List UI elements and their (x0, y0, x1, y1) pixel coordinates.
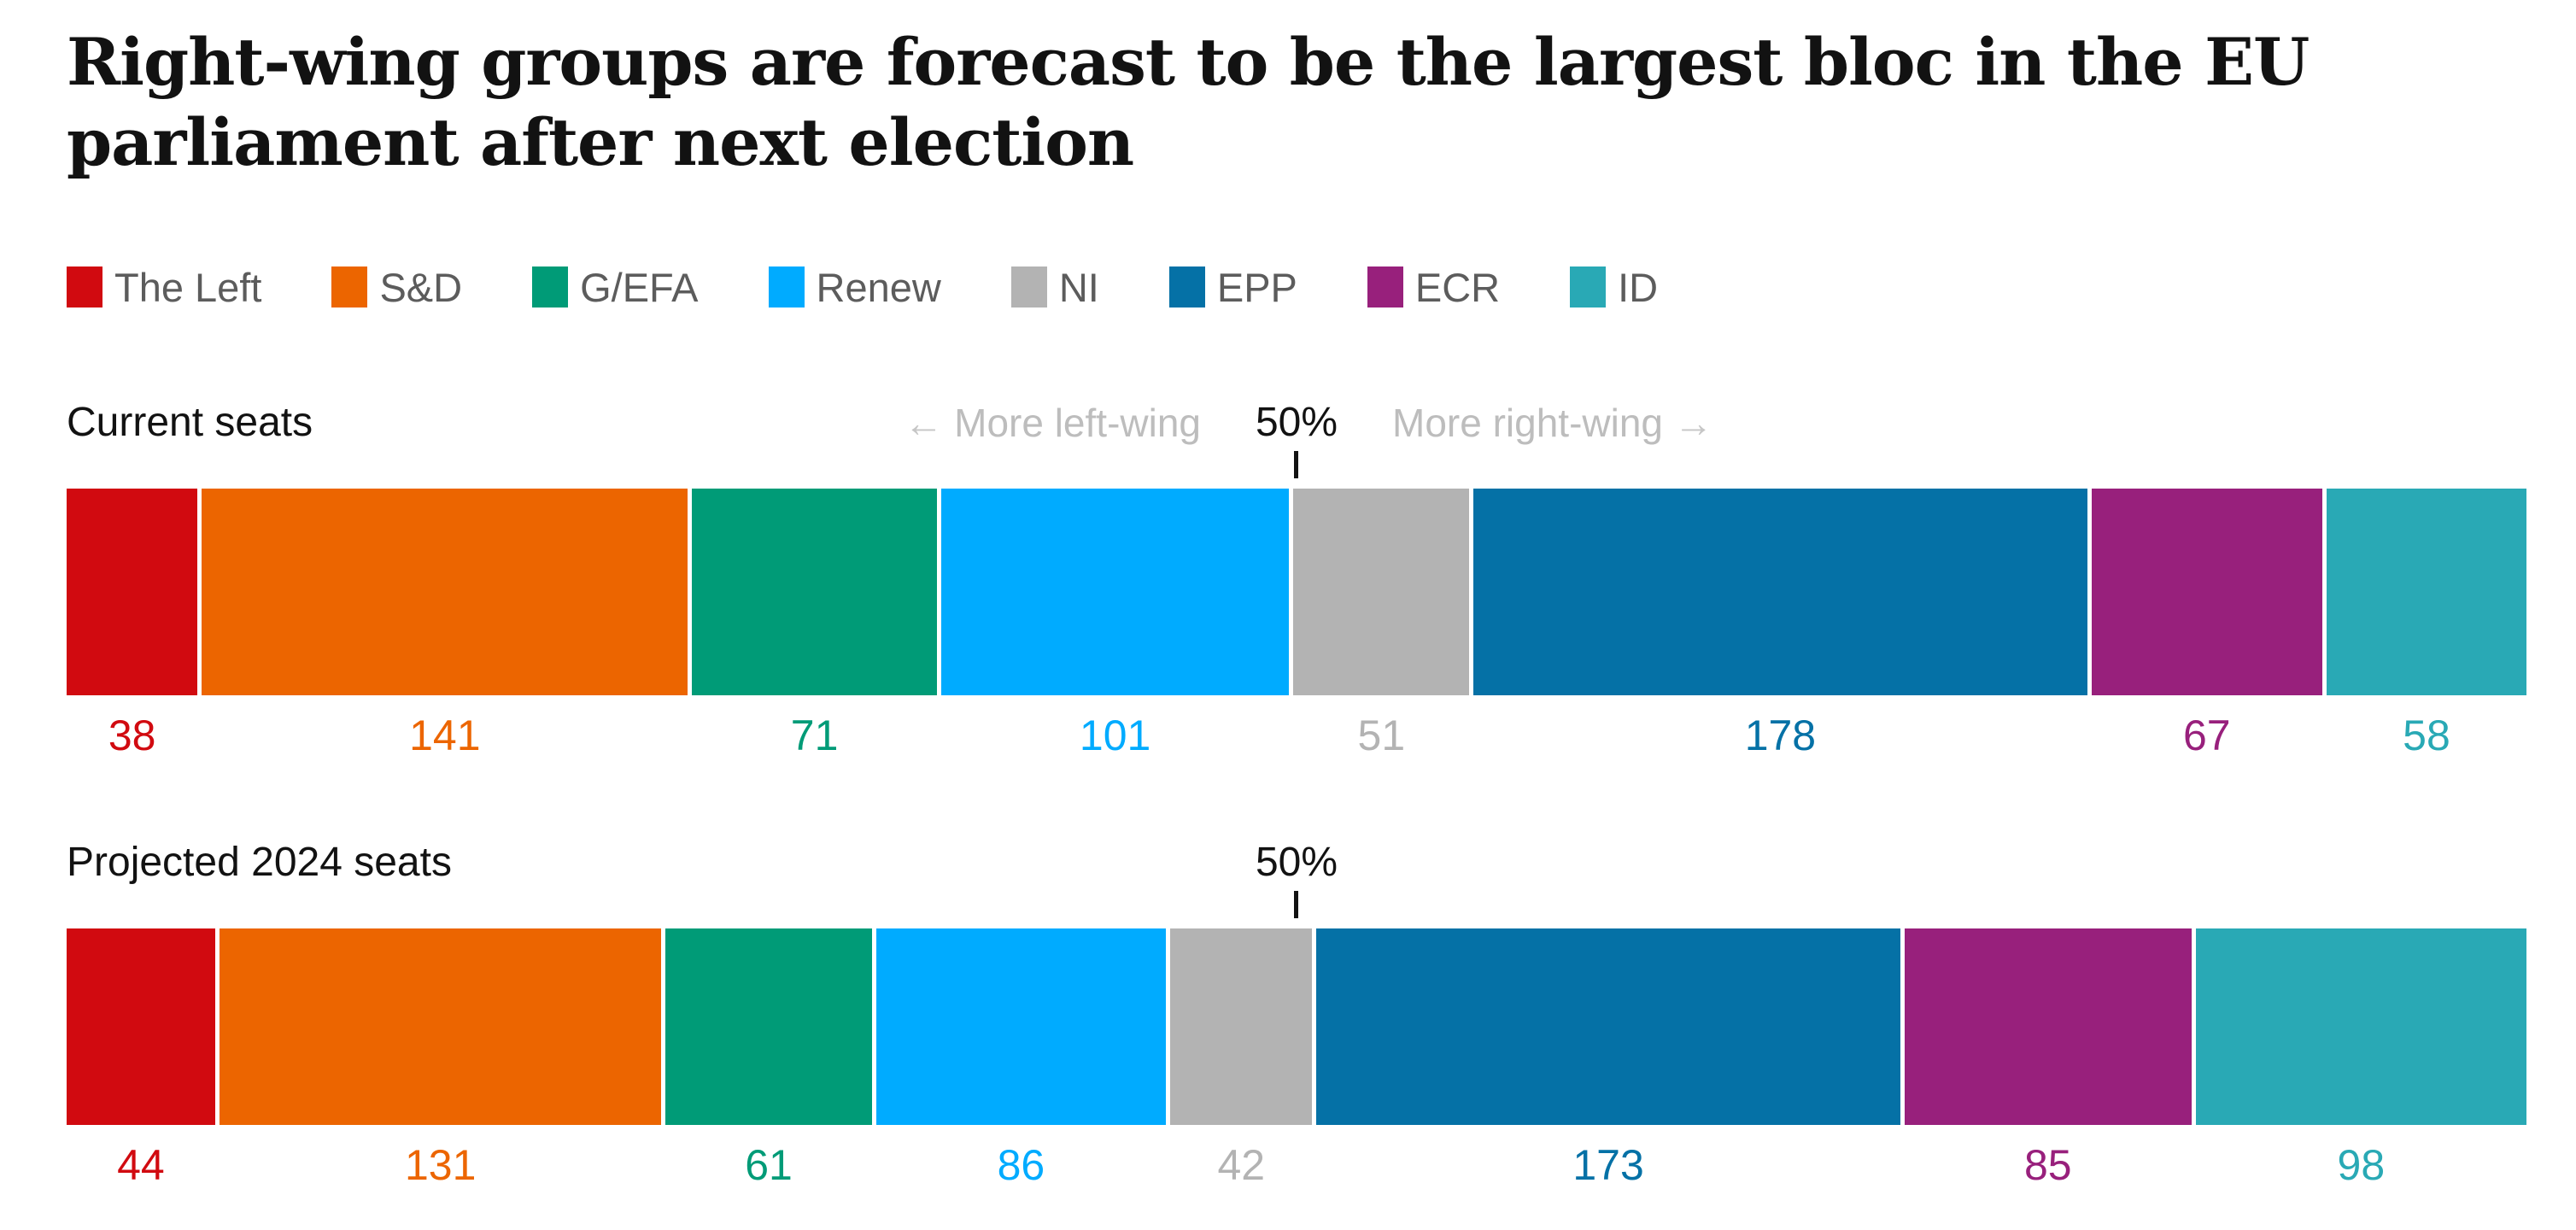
section-current-seats: Current seats ← More left-wing 50% More … (67, 398, 2526, 759)
annotation-more-left-wing: ← More left-wing (904, 398, 1201, 448)
section-label-current: Current seats (67, 400, 313, 445)
bar-segment-ecr (2091, 489, 2322, 695)
legend-swatch (768, 266, 805, 308)
legend-item-renew: Renew (768, 264, 941, 310)
value-label-g-efa: 61 (745, 1141, 793, 1189)
bar-segment-the-left (67, 928, 215, 1125)
legend-swatch (67, 266, 102, 308)
value-cell: 58 (2327, 712, 2526, 759)
values-row-projected: 44 131 61 86 42 173 85 98 (67, 1142, 2526, 1189)
value-label-id: 98 (2337, 1141, 2386, 1189)
bar-segment-id (2195, 928, 2526, 1125)
legend-label: Renew (816, 264, 941, 310)
value-label-g-efa: 71 (790, 712, 839, 759)
value-cell: 98 (2196, 1142, 2526, 1189)
value-cell: 44 (67, 1142, 215, 1189)
value-label-ecr: 67 (2182, 712, 2231, 759)
section-header: Current seats ← More left-wing 50% More … (67, 398, 2526, 448)
legend-label: S&D (379, 264, 463, 310)
value-cell: 131 (220, 1142, 662, 1189)
bar-segment-epp (1473, 489, 2087, 695)
bar-segment-ecr (1904, 928, 2192, 1125)
page-title-line1: Right-wing groups are forecast to be the… (67, 24, 2310, 100)
value-label-renew: 86 (997, 1141, 1045, 1189)
annotation-right-text: More right-wing (1392, 401, 1663, 445)
legend-swatch (331, 266, 368, 308)
page-title-line2: parliament after next election (67, 104, 1134, 180)
bar-segment-renew (940, 489, 1290, 695)
value-label-renew: 101 (1079, 712, 1151, 759)
values-row-current: 38 141 71 101 51 178 67 58 (67, 712, 2526, 759)
legend-item-s-d: S&D (331, 266, 462, 308)
bar-projected-seats (67, 928, 2526, 1125)
bar-segment-ni (1170, 928, 1313, 1125)
annotation-left-text: More left-wing (954, 401, 1201, 445)
legend-label: G/EFA (580, 264, 699, 310)
section-label-projected: Projected 2024 seats (67, 840, 452, 885)
legend-swatch (1168, 266, 1205, 308)
value-label-ni: 51 (1357, 712, 1406, 759)
legend-item-epp: EPP (1168, 264, 1297, 310)
right-arrow-icon: → (1673, 401, 1713, 445)
legend-item-ni: NI (1010, 264, 1099, 310)
value-label-the-left: 44 (117, 1141, 165, 1189)
value-label-the-left: 38 (108, 712, 156, 759)
bar-segment-g-efa (665, 928, 872, 1125)
legend-label: ECR (1414, 264, 1501, 310)
legend-label: EPP (1216, 264, 1297, 310)
bar-segment-s-d (202, 489, 688, 695)
value-cell: 42 (1170, 1142, 1312, 1189)
legend-item-g-efa: G/EFA (532, 264, 699, 310)
legend-swatch (1010, 266, 1047, 308)
value-cell: 67 (2092, 712, 2322, 759)
page-title: Right-wing groups are forecast to be the… (67, 22, 2526, 183)
value-cell: 38 (67, 712, 197, 759)
legend-swatch (1367, 266, 1403, 308)
bar-current-seats (67, 489, 2526, 695)
bar-segment-s-d (219, 928, 662, 1125)
value-cell: 61 (665, 1142, 871, 1189)
bar-segment-id (2326, 489, 2526, 695)
annotation-more-right-wing: More right-wing → (1392, 398, 1713, 448)
section-header: Projected 2024 seats 50% (67, 838, 2526, 887)
value-label-s-d: 141 (409, 712, 481, 759)
legend-label: ID (1618, 264, 1659, 310)
legend: The Left S&D G/EFA Renew NI EPP ECR ID (67, 265, 2526, 309)
bar-segment-the-left (67, 489, 198, 695)
value-cell: 101 (941, 712, 1290, 759)
bar-segment-g-efa (692, 489, 937, 695)
legend-item-id: ID (1570, 266, 1658, 308)
fifty-percent-label: 50% (1255, 400, 1338, 445)
fifty-percent-tick (1294, 451, 1298, 478)
value-label-ni: 42 (1217, 1141, 1266, 1189)
value-label-s-d: 131 (404, 1141, 477, 1189)
value-cell: 71 (692, 712, 937, 759)
left-arrow-icon: ← (904, 401, 944, 445)
legend-swatch (532, 266, 569, 308)
value-label-epp: 178 (1744, 712, 1817, 759)
bar-segment-renew (875, 928, 1167, 1125)
bar-segment-ni (1293, 489, 1470, 695)
fifty-percent-tick (1294, 891, 1298, 918)
legend-label: The Left (114, 264, 262, 310)
legend-item-ecr: ECR (1367, 266, 1500, 308)
section-projected-seats: Projected 2024 seats 50% 44 131 61 86 42 173 8… (67, 838, 2526, 1189)
value-cell: 141 (202, 712, 688, 759)
bar-segment-epp (1316, 928, 1900, 1125)
value-cell: 51 (1293, 712, 1469, 759)
value-cell: 178 (1473, 712, 2087, 759)
value-cell: 173 (1316, 1142, 1900, 1189)
fifty-percent-label: 50% (1255, 840, 1338, 885)
legend-label: NI (1058, 264, 1099, 310)
tick-row (67, 887, 2526, 922)
legend-swatch (1570, 266, 1607, 308)
value-label-epp: 173 (1572, 1141, 1644, 1189)
value-label-id: 58 (2403, 712, 2450, 759)
value-cell: 86 (876, 1142, 1167, 1189)
tick-row (67, 448, 2526, 482)
value-cell: 85 (1905, 1142, 2192, 1189)
value-label-ecr: 85 (2024, 1141, 2072, 1189)
legend-item-the-left: The Left (67, 266, 261, 308)
